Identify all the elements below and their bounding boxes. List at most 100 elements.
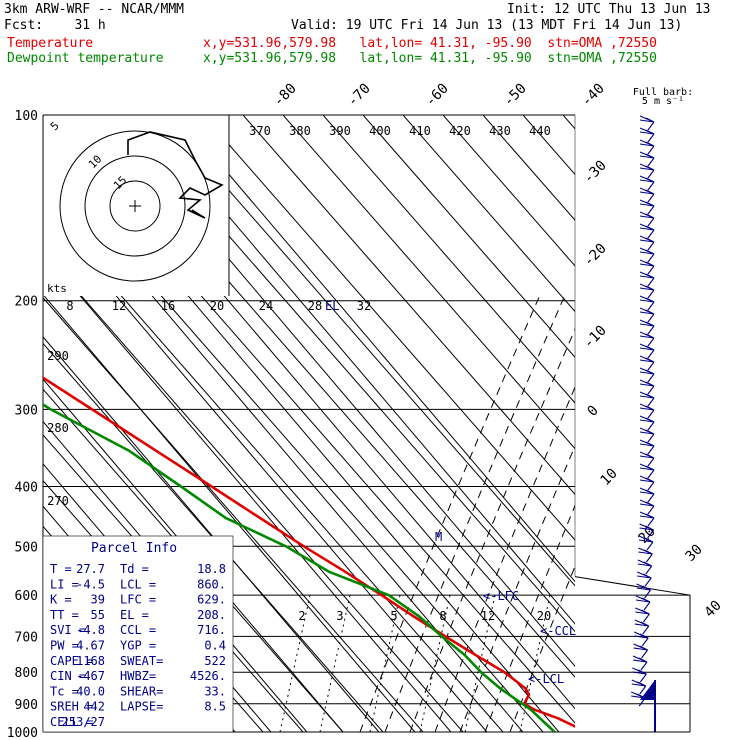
forecast-hour: Fcst: 31 h <box>4 18 106 33</box>
dry-adiabat-line <box>43 388 344 732</box>
dry-adiabat-line <box>162 115 575 587</box>
wind-barb <box>639 307 655 323</box>
parcel-index-value: 39 <box>91 593 105 607</box>
theta-e-label: 400 <box>369 124 391 138</box>
parcel-index-value: 253/27 <box>62 715 105 729</box>
dewpoint-location: x,y=531.96,579.98 lat,lon= 41.31, -95.90… <box>203 51 657 66</box>
wind-barb <box>638 535 654 551</box>
dry-adiabat-line <box>202 115 575 541</box>
pressure-tick-label: 500 <box>15 540 38 555</box>
wind-barb <box>635 607 650 623</box>
isotherm-label: 10 <box>598 466 621 489</box>
wind-barb <box>639 163 655 179</box>
wind-barb <box>639 379 655 395</box>
dry-adiabat-line <box>442 115 575 267</box>
moist-adiabat-line <box>384 294 566 732</box>
wind-barb <box>639 295 655 311</box>
moist-adiabat-line <box>484 504 575 732</box>
theta-e-label: 410 <box>409 124 431 138</box>
parcel-index-value: -467 <box>76 669 105 683</box>
pressure-tick-label: 400 <box>15 480 38 495</box>
wind-barb <box>639 415 655 431</box>
wind-barb <box>632 655 648 671</box>
wind-barb <box>639 319 655 335</box>
parcel-index-name: SWEAT= <box>120 654 163 668</box>
moist-adiabat-line <box>359 294 541 732</box>
hodograph-ring <box>109 180 161 232</box>
wind-barb <box>639 391 655 407</box>
wind-barb <box>637 559 653 575</box>
wind-barb <box>639 427 655 443</box>
isotherm-label: 40 <box>702 598 725 621</box>
right-boundary <box>574 576 691 732</box>
wind-barb <box>639 187 655 203</box>
theta-e-label: 390 <box>329 124 351 138</box>
theta-e-label: 440 <box>529 124 551 138</box>
lcl-marker: <-LCL <box>528 672 564 686</box>
temperature-legend-label: Temperature <box>7 36 94 51</box>
wind-barb <box>639 139 655 155</box>
mixing-ratio-label: 2 <box>298 609 305 623</box>
wind-barb <box>633 643 649 659</box>
wind-barb <box>639 355 655 371</box>
pressure-tick-label: 100 <box>15 109 38 124</box>
hodograph-trace <box>127 131 224 219</box>
dry-adiabat-line <box>603 115 740 732</box>
isotherm-label: -50 <box>501 81 530 110</box>
wind-barb <box>639 271 655 287</box>
parcel-index-value: 208. <box>197 608 226 622</box>
theta-e-label: 420 <box>449 124 471 138</box>
parcel-index-value: 40.0 <box>76 684 105 698</box>
parcel-index-name: Td = <box>120 562 149 576</box>
hodograph-speed-tick: 12 <box>112 299 126 313</box>
wind-barb <box>639 259 655 275</box>
dry-adiabat-line <box>402 115 575 313</box>
parcel-index-value: 33. <box>204 684 226 698</box>
wind-barb <box>639 283 655 299</box>
wind-barb <box>640 680 655 700</box>
wind-barb <box>639 451 655 467</box>
mixing-ratio-label: 12 <box>481 609 495 623</box>
temperature-location: x,y=531.96,579.98 lat,lon= 41.31, -95.90… <box>203 36 657 51</box>
isotherm-line <box>43 251 452 732</box>
wind-barbs: Full barb:5 m s⁻¹ <box>630 87 693 732</box>
isotherm-label: -20 <box>581 241 610 270</box>
dewpoint-profile-line <box>43 403 556 732</box>
mixing-ratio-label: 8 <box>439 609 446 623</box>
mixing-ratio-label: 3 <box>336 609 343 623</box>
wind-barb <box>639 511 655 527</box>
hodograph-ring <box>84 155 186 257</box>
isotherm-line <box>43 378 344 732</box>
parcel-index-name: CAPE = <box>50 654 93 668</box>
parcel-index-value: -4.8 <box>76 623 105 637</box>
hodograph-speed-tick: 8 <box>66 299 73 313</box>
wind-barb <box>636 571 652 587</box>
wind-barb <box>639 367 655 383</box>
dry-adiabat-label: 290 <box>47 349 69 363</box>
wind-barb <box>639 211 655 227</box>
isotherm-line <box>142 115 575 625</box>
wind-barb <box>639 151 655 167</box>
wind-barb <box>639 175 655 191</box>
wind-barb <box>633 631 649 647</box>
pressure-tick-label: 600 <box>15 589 38 604</box>
parcel-index-value: 716. <box>197 623 226 637</box>
wind-barb <box>639 127 655 143</box>
wind-barb <box>638 547 653 563</box>
wind-barb <box>639 523 655 539</box>
parcel-index-name: LCL = <box>120 577 156 591</box>
moist-adiabat-line <box>409 328 575 732</box>
parcel-index-name: LFC = <box>120 593 156 607</box>
isotherm-label: 30 <box>683 542 706 565</box>
dry-adiabat-line <box>43 297 424 732</box>
dry-adiabat-line <box>643 115 740 732</box>
parcel-index-name: PW = <box>50 639 79 653</box>
dry-adiabat-line <box>562 115 575 130</box>
pressure-tick-label: 800 <box>15 666 38 681</box>
wind-barb <box>634 619 650 635</box>
init-time: Init: 12 UTC Thu 13 Jun 13 <box>507 2 711 17</box>
barb-legend-label: Full barb: <box>633 87 693 98</box>
m-marker: M <box>435 530 442 544</box>
wind-barb <box>639 235 655 251</box>
